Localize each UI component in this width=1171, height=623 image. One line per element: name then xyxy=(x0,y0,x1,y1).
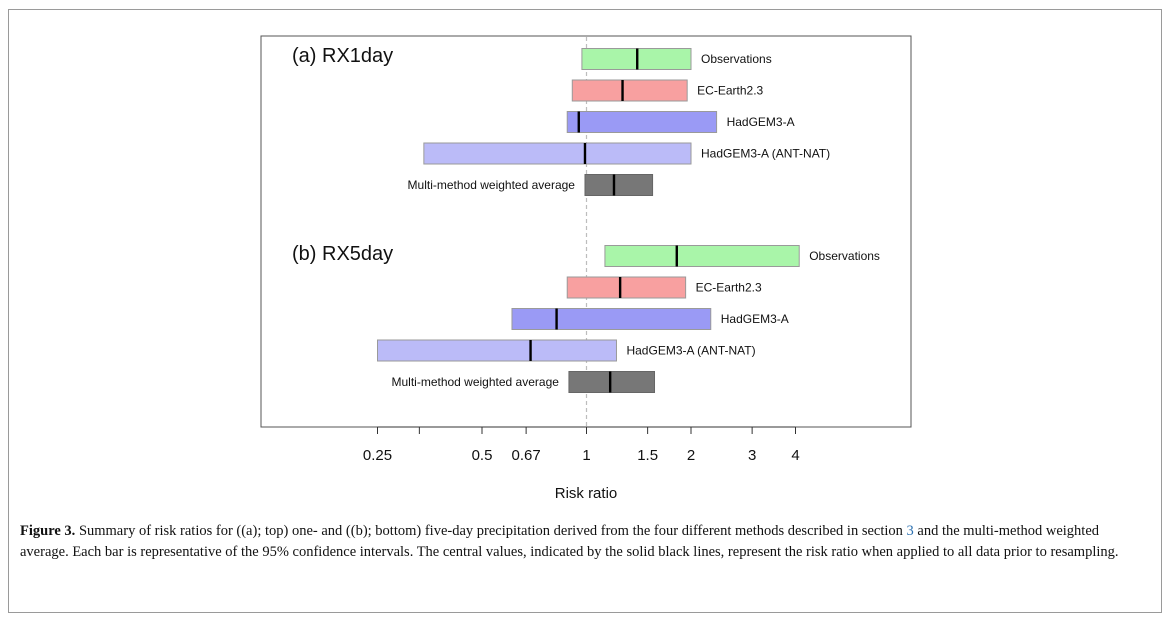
bar-label: EC-Earth2.3 xyxy=(696,281,762,295)
panel-title: (a) RX1day xyxy=(292,45,393,67)
interval-bar xyxy=(566,111,718,133)
interval-bar xyxy=(571,79,688,102)
bar-label: HadGEM3-A xyxy=(727,115,795,129)
interval-bar xyxy=(568,371,656,393)
panel-title: (b) RX5day xyxy=(292,243,393,265)
x-tick-label: 0.5 xyxy=(472,447,493,464)
x-tick-label: 4 xyxy=(791,447,799,464)
x-axis: 0.25 0.5 0.67 1 1.5 2 3 4 xyxy=(363,426,800,464)
interval-bar xyxy=(377,339,617,362)
x-tick-label: 2 xyxy=(687,447,695,464)
caption-section-link[interactable]: 3 xyxy=(906,523,914,539)
figure-caption: Figure 3. Summary of risk ratios for ((a… xyxy=(20,521,1150,563)
plot-layer: (a) RX1day Observations EC-Earth2.3 HadGEM3… xyxy=(292,37,880,426)
bar-label: Observations xyxy=(701,52,772,66)
interval-bar xyxy=(511,308,712,330)
interval-bar xyxy=(604,245,800,267)
x-tick-label: 0.25 xyxy=(363,447,392,464)
interval-bar xyxy=(584,174,654,196)
interval-bar xyxy=(566,276,687,299)
bar-label: HadGEM3-A (ANT-NAT) xyxy=(626,344,755,358)
x-tick-label: 0.67 xyxy=(512,447,541,464)
risk-ratio-chart: (a) RX1day Observations EC-Earth2.3 HadGEM3… xyxy=(260,35,912,502)
bar-label: HadGEM3-A xyxy=(721,312,789,326)
x-axis-label: Risk ratio xyxy=(555,485,618,502)
caption-lead: Figure 3. xyxy=(20,523,76,539)
bar-label: Multi-method weighted average xyxy=(391,375,559,389)
bar-label: Multi-method weighted average xyxy=(408,178,576,192)
bar-label: HadGEM3-A (ANT-NAT) xyxy=(701,147,830,161)
caption-text-2: and the multi-method weighted average. E… xyxy=(20,523,1119,560)
caption-text-1: Summary of risk ratios for ((a); top) on… xyxy=(75,523,907,539)
x-tick-label: 3 xyxy=(748,447,756,464)
bar-label: Observations xyxy=(809,249,880,263)
x-tick-label: 1.5 xyxy=(637,447,658,464)
interval-bar xyxy=(423,142,692,165)
bar-label: EC-Earth2.3 xyxy=(697,84,763,98)
x-tick-label: 1 xyxy=(582,447,590,464)
